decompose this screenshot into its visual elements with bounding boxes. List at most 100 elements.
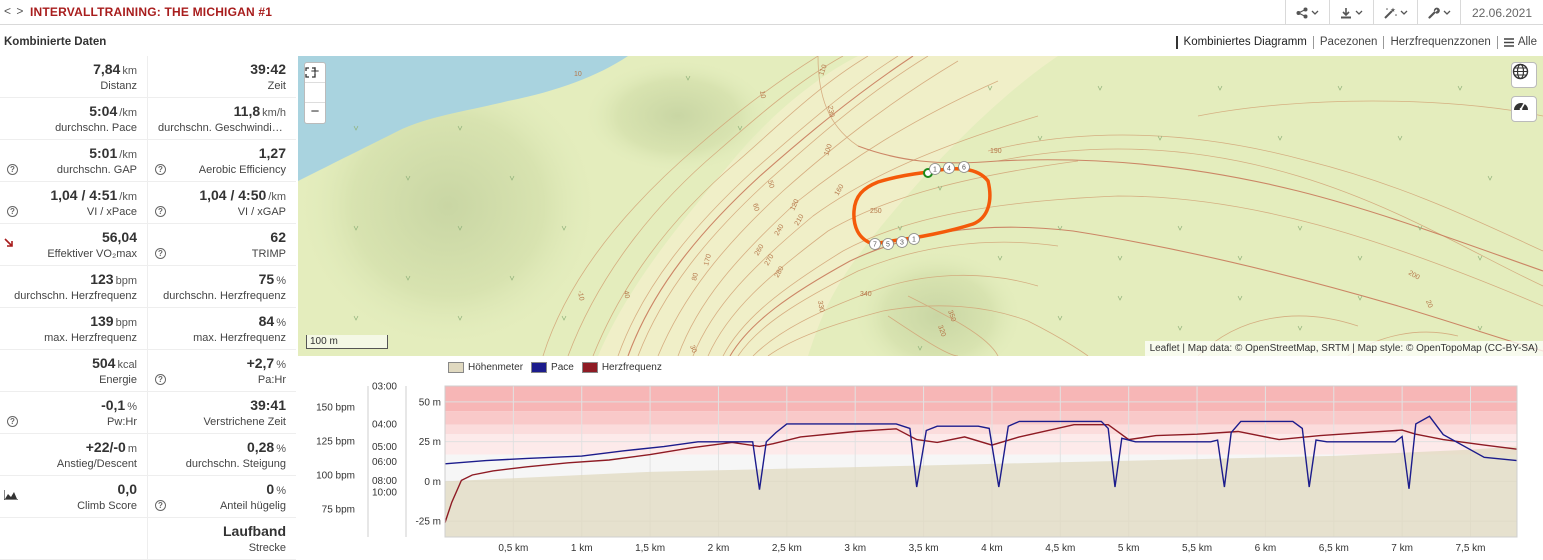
stat-cell: 0% Anteil hügelig? [148, 476, 296, 517]
stat-value: +2,7% [247, 355, 286, 371]
contour-label-group: 10 230 110 100 50 60 120 160 190 80 -10 … [574, 64, 1433, 354]
legend-item[interactable]: Höhenmeter [448, 362, 523, 373]
legend-item[interactable]: Herzfrequenz [581, 362, 662, 373]
stat-value: 11,8 km/h [234, 103, 286, 119]
elevation-tick-label: 0 m [424, 477, 441, 488]
chevron-down-icon [1311, 10, 1319, 15]
stat-cell: 11,8 km/h durchschn. Geschwindigkeit [148, 98, 296, 139]
km-marker[interactable]: 5 [882, 238, 894, 250]
stat-row: +22/-0 m Anstieg/Descent 0,28% durchschn. St… [0, 434, 296, 476]
stat-value: 84% [259, 313, 286, 329]
wrench-icon [1427, 7, 1440, 19]
stat-row: 7,84 km Distanz 39:42 Zeit [0, 56, 296, 98]
stat-label: Anstieg/Descent [56, 458, 137, 470]
tab-combined-chart[interactable]: Kombiniertes Diagramm [1175, 35, 1313, 49]
contour-label: 210 [794, 213, 806, 227]
stat-unit: /km [119, 149, 137, 161]
share-button[interactable] [1285, 0, 1329, 25]
legend-swatch [531, 362, 548, 373]
stat-value: 504 kcal [92, 355, 137, 371]
help-icon[interactable]: ? [7, 164, 18, 175]
stat-unit: /km [119, 191, 137, 203]
km-marker-label: 7 [873, 242, 877, 249]
zoom-control: + − [304, 62, 326, 124]
stats-grid: 7,84 km Distanz 39:42 Zeit 5:04/km durchschn. … [0, 56, 296, 560]
help-icon[interactable]: ? [155, 206, 166, 217]
stat-value: 0% [266, 481, 286, 497]
help-icon[interactable]: ? [155, 164, 166, 175]
fullscreen-icon [305, 67, 316, 78]
km-marker[interactable]: 3 [896, 236, 908, 248]
index-contours [627, 56, 1543, 356]
chevron-down-icon [1400, 10, 1407, 15]
stat-unit: % [276, 443, 286, 455]
help-icon[interactable]: ? [155, 248, 166, 259]
contour-label: 200 [1407, 270, 1421, 282]
panel-title: Kombinierte Daten [4, 36, 107, 48]
km-marker[interactable]: 6 [958, 161, 970, 173]
nav-prev-button[interactable]: < [4, 4, 13, 18]
stat-number: 11,8 [233, 103, 261, 119]
pace-tick-label: 03:00 [372, 382, 397, 393]
contour-label: 350 [946, 309, 957, 322]
stat-cell: 5:01/km durchschn. GAP? [0, 140, 148, 181]
magic-wand-button[interactable] [1373, 0, 1417, 25]
wrench-button[interactable] [1417, 0, 1460, 25]
stat-number: 1,04 / 4:50 [199, 187, 267, 203]
download-button[interactable] [1329, 0, 1373, 25]
help-icon[interactable]: ? [155, 500, 166, 511]
stat-cell: 62 TRIMP? [148, 224, 296, 265]
activity-date: 22.06.2021 [1460, 0, 1543, 25]
tab-all-label: Alle [1517, 35, 1537, 48]
contour-label: 250 [870, 208, 882, 215]
help-icon[interactable]: ? [7, 206, 18, 217]
map-gauge-button[interactable] [1511, 96, 1537, 122]
chevron-down-icon [1355, 10, 1363, 15]
legend-item[interactable]: Pace [531, 362, 574, 373]
contour-label: 60 [751, 203, 760, 212]
tab-hr-zones[interactable]: Herzfrequenzzonen [1383, 35, 1496, 49]
help-icon[interactable]: ? [7, 416, 18, 427]
help-icon[interactable]: ? [155, 374, 166, 385]
stat-cell: 1,04 / 4:51/km VI / xPace? [0, 182, 148, 223]
stat-number: Laufband [223, 523, 286, 539]
stat-label: Distanz [100, 80, 137, 92]
stat-label: Zeit [267, 80, 286, 92]
contour-label: 240 [774, 223, 786, 237]
tab-all[interactable]: Alle [1496, 35, 1543, 49]
pace-line[interactable] [444, 415, 1518, 490]
contour-label: 40 [622, 290, 630, 299]
x-tick-label: 4,5 km [1045, 543, 1075, 554]
route-map[interactable]: 10 230 110 100 50 60 120 160 190 80 -10 … [298, 56, 1543, 356]
elevation-area[interactable] [445, 446, 1517, 537]
stat-number: 39:41 [250, 397, 286, 413]
hr-zone-band [445, 424, 1517, 435]
km-marker[interactable]: 4 [943, 162, 955, 174]
stat-unit: km/h [262, 107, 286, 119]
x-tick-label: 1 km [571, 543, 593, 554]
contour-label: 10 [574, 71, 582, 78]
pace-tick-label: 08:00 [372, 476, 397, 487]
contour-label: -10 [576, 290, 585, 301]
map-layer-button[interactable] [1511, 62, 1537, 88]
zoom-in-button[interactable]: + [305, 63, 325, 83]
heart-rate-line[interactable] [444, 424, 1518, 523]
stat-cell: 39:41 Verstrichene Zeit [148, 392, 296, 433]
stat-unit: km [122, 65, 137, 77]
tab-pace-zones[interactable]: Pacezonen [1312, 35, 1384, 49]
legend-label: Pace [551, 362, 574, 373]
km-marker[interactable]: 1 [908, 233, 920, 245]
stat-label: VI / xPace [86, 206, 137, 218]
km-marker-label: 5 [886, 242, 890, 249]
stat-value: 7,84 km [93, 61, 137, 77]
zoom-out-button[interactable]: − [310, 103, 320, 120]
stat-cell: 5:04/km durchschn. Pace [0, 98, 148, 139]
contour-label: 270 [764, 253, 776, 267]
fullscreen-button[interactable] [305, 67, 325, 103]
stat-number: 5:04 [89, 103, 118, 119]
combined-chart[interactable]: Höhenmeter Pace Herzfrequenz 150 bpm 125 … [298, 356, 1543, 556]
menu-icon [1503, 37, 1514, 47]
km-marker[interactable]: 1 [929, 163, 941, 175]
nav-next-button[interactable]: > [16, 4, 25, 18]
km-marker[interactable]: 7 [869, 238, 881, 250]
